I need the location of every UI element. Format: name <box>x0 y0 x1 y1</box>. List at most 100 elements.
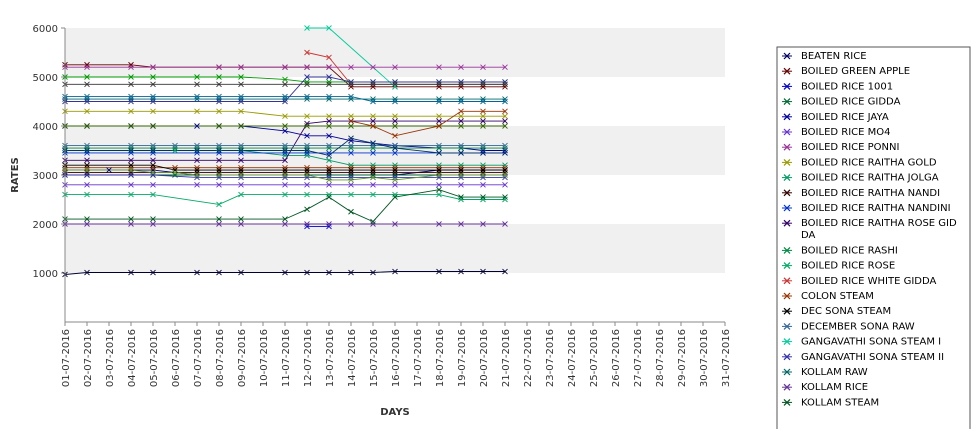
x-tick-label: 02-07-2016 <box>83 329 94 387</box>
data-point <box>458 113 464 120</box>
y-tick-label: 1000 <box>33 269 58 280</box>
x-axis-ticks: 01-07-2016 02-07-2016 03-07-2016 04-07-2016… <box>61 322 732 387</box>
data-point <box>194 150 200 156</box>
data-point <box>436 186 442 193</box>
data-point <box>282 167 288 173</box>
data-point <box>238 167 244 173</box>
data-point <box>150 74 156 80</box>
legend-entry: BOILED RICE RAITHA GOLD <box>782 157 937 168</box>
data-point <box>392 174 398 181</box>
x-tick-label: 21-07-2016 <box>501 329 512 387</box>
data-point <box>216 64 222 71</box>
data-point <box>84 98 90 105</box>
data-point <box>150 108 156 115</box>
data-point <box>128 81 134 88</box>
data-point <box>458 194 464 200</box>
data-point <box>216 221 222 227</box>
data-point <box>480 145 486 151</box>
data-point <box>128 61 134 68</box>
data-point <box>326 221 332 227</box>
data-point <box>216 142 222 149</box>
data-point <box>194 93 200 100</box>
data-point <box>392 79 398 85</box>
data-point <box>348 142 354 149</box>
legend-label: BOILED RICE RAITHA JOLGA <box>801 173 939 184</box>
y-tick-label: 3000 <box>33 171 58 182</box>
data-point <box>326 150 332 156</box>
data-point <box>436 83 442 90</box>
data-point <box>84 123 90 129</box>
data-point <box>370 167 376 173</box>
data-point <box>238 150 244 156</box>
data-point <box>282 216 288 222</box>
data-point <box>480 79 486 85</box>
data-point <box>84 147 90 154</box>
data-point <box>326 118 332 124</box>
data-point <box>304 167 310 173</box>
data-point <box>502 83 508 90</box>
data-point <box>194 174 200 181</box>
data-point <box>392 191 398 198</box>
data-point <box>370 142 376 149</box>
data-point <box>348 96 354 102</box>
data-point <box>238 164 244 171</box>
data-point <box>436 79 442 85</box>
data-point <box>458 81 464 88</box>
data-point <box>282 76 288 83</box>
data-point <box>304 64 310 71</box>
x-tick-label: 29-07-2016 <box>677 329 688 387</box>
data-point <box>194 123 200 129</box>
data-point <box>238 64 244 71</box>
legend-entry: BOILED RICE MO4 <box>782 127 891 138</box>
data-point <box>502 150 508 156</box>
x-axis-label: DAYS <box>380 407 410 418</box>
data-point <box>150 221 156 227</box>
data-point <box>392 96 398 102</box>
data-point <box>458 181 464 188</box>
data-point <box>282 145 288 151</box>
data-point <box>348 208 354 215</box>
data-point <box>282 174 288 181</box>
data-point <box>84 221 90 227</box>
data-point <box>304 169 310 176</box>
legend: BEATEN RICE BOILED GREEN APPLE BOILED RICE… <box>776 46 971 429</box>
data-point <box>304 269 310 276</box>
data-point <box>502 174 508 181</box>
data-point <box>194 167 200 173</box>
data-point <box>304 132 310 139</box>
data-point <box>238 157 244 164</box>
data-point <box>436 164 442 171</box>
legend-label: BOILED RICE RAITHA NANDINI <box>801 203 951 214</box>
x-tick-label: 23-07-2016 <box>545 329 556 387</box>
data-point <box>436 123 442 129</box>
data-point <box>128 157 134 164</box>
data-point <box>216 93 222 100</box>
x-tick-label: 14-07-2016 <box>347 329 358 387</box>
data-point <box>128 162 134 169</box>
x-tick-label: 12-07-2016 <box>303 329 314 387</box>
data-point <box>216 174 222 181</box>
data-point <box>458 98 464 105</box>
data-point <box>392 169 398 176</box>
data-point <box>458 196 464 203</box>
legend-entry: BOILED RICE 1001 <box>782 81 893 92</box>
data-point <box>370 118 376 124</box>
x-tick-label: 19-07-2016 <box>457 329 468 387</box>
data-point <box>436 113 442 120</box>
legend-entry: DEC SONA STEAM <box>782 306 891 317</box>
data-point <box>282 123 288 129</box>
data-point <box>436 167 442 173</box>
x-tick-label: 31-07-2016 <box>721 329 732 387</box>
data-point <box>370 140 376 146</box>
data-point <box>150 150 156 156</box>
data-point <box>128 142 134 149</box>
x-tick-label: 20-07-2016 <box>479 329 490 387</box>
data-point <box>326 223 332 230</box>
data-point <box>282 64 288 71</box>
data-point <box>480 167 486 173</box>
data-point <box>128 221 134 227</box>
legend-entry: BOILED RICE PONNI <box>782 142 899 153</box>
data-point <box>480 123 486 129</box>
data-point <box>392 64 398 71</box>
